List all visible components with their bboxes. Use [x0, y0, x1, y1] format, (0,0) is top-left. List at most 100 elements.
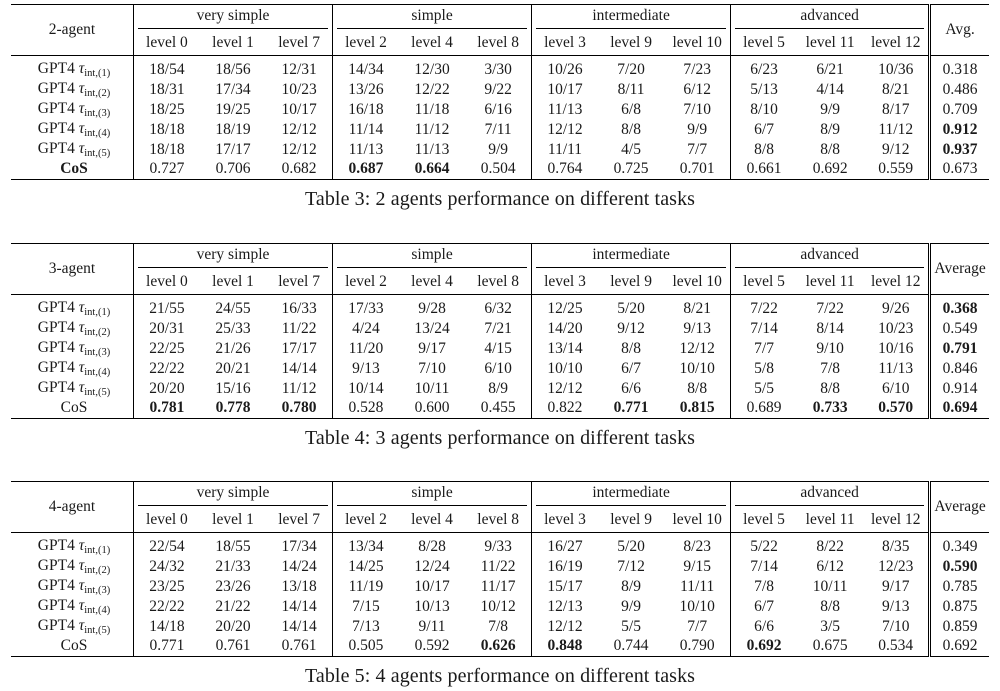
tau-symbol: τ: [78, 577, 85, 594]
table-cell: 9/11: [418, 618, 446, 635]
model-name: GPT4: [37, 60, 75, 77]
average-cell: 0.914: [928, 379, 989, 399]
level-header: level 7: [278, 273, 320, 290]
results-table: 2-agent very simple simple intermediate adva…: [11, 4, 989, 180]
model-name: GPT4: [37, 140, 75, 157]
table-cell: 12/30: [414, 61, 450, 78]
table-cell: 9/28: [418, 300, 446, 317]
tau-subscript: int,(1): [84, 68, 111, 79]
table-row: CoS 0.727 0.706 0.682 0.687 0.664 0.504 0.764 0.…: [11, 160, 989, 180]
tau-subscript: int,(2): [84, 88, 111, 99]
table-cell: 5/20: [617, 300, 645, 317]
table-cell: 11/13: [332, 140, 399, 160]
level-header: level 9: [610, 273, 652, 290]
table-cell: 0.725: [597, 160, 665, 180]
table-cell: 0.600: [398, 399, 466, 419]
table-row: GPT4 τint,(4) 22/22 20/21 14/14 9/13 7/10 6/10…: [11, 359, 989, 379]
table-cell: 6/10: [484, 360, 512, 377]
table-cell: 7/21: [484, 320, 512, 337]
table-cell: 10/12: [480, 598, 516, 615]
table-cell: 0.822: [531, 399, 598, 419]
table-cell: 21/55: [132, 299, 200, 319]
table-cell: 10/36: [878, 61, 914, 78]
row-label: GPT4 τint,(2): [11, 557, 134, 577]
level-header: level 8: [477, 273, 520, 290]
corner-header: 2-agent: [11, 4, 134, 56]
level-header: level 1: [212, 273, 254, 290]
table-cell: 9/12: [881, 141, 910, 158]
table-row: GPT4 τint,(3) 23/25 23/26 13/18 11/19 10/17 11…: [11, 577, 989, 597]
table-cell: 11/19: [332, 577, 399, 597]
table-cell: 0.744: [597, 637, 665, 657]
table-cell: 0.778: [199, 399, 267, 419]
level-header: level 2: [332, 270, 399, 295]
table-cell: 11/13: [414, 141, 450, 158]
table-cell: 0.727: [132, 160, 200, 180]
table-cell: 8/8: [621, 121, 641, 138]
table-cell: 24/55: [215, 300, 251, 317]
table-cell: 6/10: [881, 380, 910, 397]
level-header: level 11: [805, 511, 855, 528]
model-name: CoS: [60, 399, 88, 417]
table-cell: 12/25: [531, 299, 598, 319]
table-cell: 17/34: [281, 538, 317, 555]
table-cell: 6/8: [621, 101, 641, 118]
table-cell: 11/18: [414, 101, 450, 118]
table-cell: 16/33: [281, 300, 317, 317]
tau-subscript: int,(4): [84, 367, 111, 378]
table-cell: 9/13: [332, 359, 399, 379]
table-cell: 8/17: [881, 101, 910, 118]
table-cell: 10/17: [414, 578, 450, 595]
table-cell: 11/12: [281, 380, 317, 397]
table-cell: 10/17: [281, 101, 317, 118]
table-5: 4-agent very simple simple intermediate adva…: [11, 481, 989, 688]
table-cell: 8/8: [687, 380, 708, 397]
table-cell: 22/54: [132, 537, 200, 557]
table-cell: 21/22: [215, 598, 251, 615]
average-header: Avg.: [928, 4, 989, 56]
level-header: level 2: [332, 31, 399, 56]
table-cell: 0.455: [465, 399, 532, 419]
table-row: GPT4 τint,(3) 18/25 19/25 10/17 16/18 11/18 6/…: [11, 100, 989, 120]
level-header: level 10: [672, 34, 722, 51]
table-cell: 7/7: [687, 618, 708, 635]
table-cell: 4/5: [621, 141, 641, 158]
table-cell: 12/31: [281, 61, 317, 78]
table-cell: 11/17: [480, 578, 516, 595]
group-header: advanced: [735, 7, 925, 29]
table-cell: 7/20: [617, 61, 645, 78]
table-cell: 22/22: [132, 597, 200, 617]
model-name: GPT4: [37, 120, 75, 137]
table-cell: 8/8: [730, 140, 797, 160]
table-cell: 3/30: [484, 61, 512, 78]
model-name: GPT4: [37, 100, 75, 117]
table-cell: 0.559: [863, 160, 930, 180]
tau-symbol: τ: [78, 120, 85, 137]
average-cell: 0.486: [928, 80, 989, 100]
table-cell: 10/11: [414, 380, 450, 397]
row-label: GPT4 τint,(3): [11, 339, 134, 359]
table-cell: 15/17: [531, 577, 598, 597]
level-header: level 4: [411, 511, 453, 528]
table-cell: 9/9: [621, 598, 641, 615]
table-cell: 11/14: [332, 120, 399, 140]
table-cell: 0.764: [531, 160, 598, 180]
tau-symbol: τ: [78, 100, 85, 117]
table-cell: 5/8: [730, 359, 797, 379]
level-header: level 2: [332, 508, 399, 533]
table-cell: 17/33: [332, 299, 399, 319]
table-cell: 5/5: [621, 618, 641, 635]
table-cell: 19/25: [215, 101, 251, 118]
table-cell: 18/55: [215, 538, 251, 555]
table-cell: 21/26: [215, 340, 251, 357]
model-name: CoS: [60, 637, 88, 655]
table-cell: 7/8: [730, 577, 797, 597]
table-cell: 7/8: [488, 618, 509, 635]
row-label: GPT4 τint,(5): [11, 379, 134, 399]
table-row: GPT4 τint,(5) 18/18 17/17 12/12 11/13 11/13 9/…: [11, 140, 989, 160]
table-cell: 6/6: [730, 617, 797, 637]
table-cell: 12/12: [531, 120, 598, 140]
table-cell: 8/23: [683, 538, 711, 555]
table-cell: 10/13: [414, 598, 450, 615]
table-row: GPT4 τint,(1) 21/55 24/55 16/33 17/33 9/28 6/3…: [11, 299, 989, 319]
